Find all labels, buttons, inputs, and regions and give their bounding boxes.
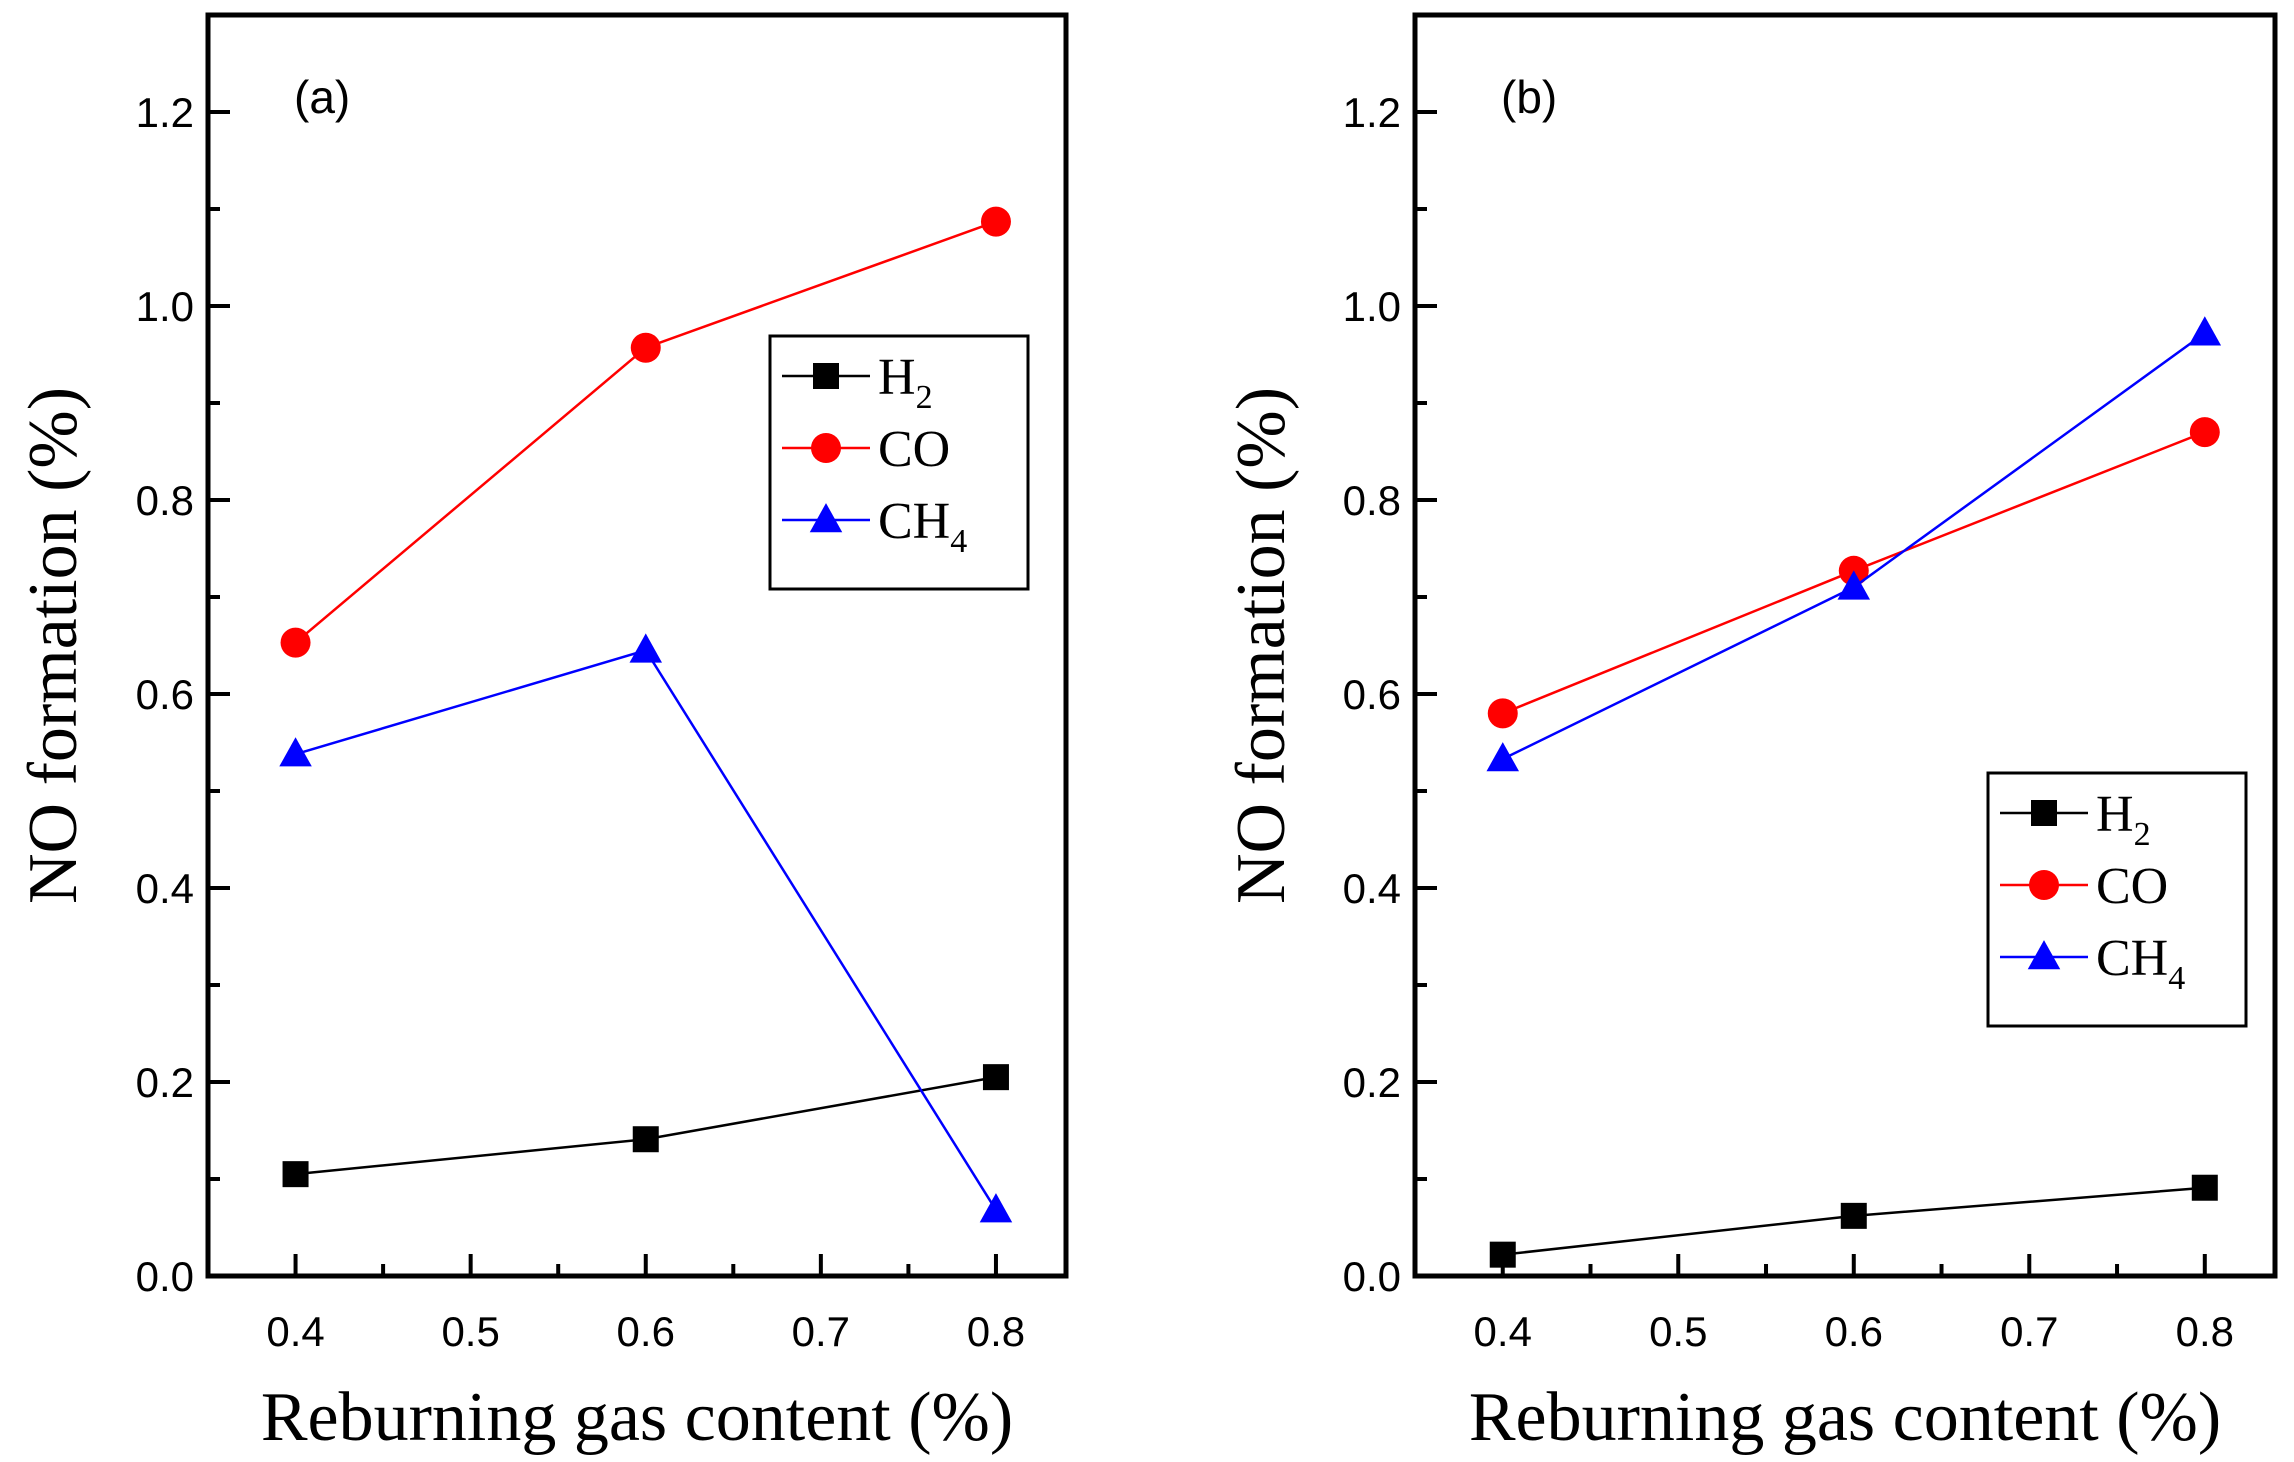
legend-marker-h2: [813, 363, 839, 389]
legend-label-main: CH: [878, 493, 950, 550]
legend-label-h2: H2: [2096, 786, 2151, 853]
legend-marker-co: [2029, 870, 2059, 900]
legend-label-subscript: 4: [950, 523, 967, 560]
data-point-ch4: [979, 1193, 1013, 1223]
legend-label-ch4: CH4: [878, 493, 967, 560]
x-tick-label: 0.6: [1825, 1308, 1883, 1355]
y-tick-label: 1.2: [1343, 89, 1401, 136]
y-tick-label: 0.0: [1343, 1253, 1401, 1300]
legend-marker-ch4: [2027, 940, 2061, 970]
legend-label-main: CO: [878, 421, 950, 478]
y-tick-label: 0.2: [136, 1059, 194, 1106]
legend-label-co: CO: [878, 421, 950, 478]
legend-label-subscript: 4: [2168, 960, 2185, 997]
legend-label-ch4: CH4: [2096, 930, 2185, 997]
series-line-ch4: [295, 648, 998, 1211]
series-line-h2: [295, 1075, 997, 1176]
plot-frame: [205, 12, 1069, 1279]
y-tick-label: 1.0: [136, 283, 194, 330]
data-point-h2: [1489, 1241, 1516, 1268]
x-axis-title: Reburning gas content (%): [261, 1379, 1013, 1456]
plot-frame: [1412, 12, 2278, 1279]
data-point-ch4: [629, 633, 663, 663]
data-point-co: [1487, 698, 1518, 729]
data-point-h2: [632, 1126, 659, 1153]
y-tick-label: 0.0: [136, 1253, 194, 1300]
data-point-ch4: [1837, 570, 1871, 600]
chart-panel-a: 0.4 0.5 0.6 0.7 0.8 0.0 0.2 0.4 0.6 0.8 1.0 1.2 Rebu…: [15, 12, 1069, 1456]
panel-label: (b): [1501, 71, 1557, 123]
chart-panel-b: 0.4 0.5 0.6 0.7 0.8 0.0 0.2 0.4 0.6 0.8 1.0 1.2 Rebu…: [1223, 12, 2278, 1456]
series-co: [280, 206, 1011, 658]
legend-marker-co: [811, 433, 841, 463]
y-tick-label: 0.6: [1343, 671, 1401, 718]
y-tick-label: 0.8: [1343, 477, 1401, 524]
x-tick-label: 0.6: [617, 1308, 675, 1355]
data-point-h2: [2191, 1174, 2218, 1201]
data-point-h2: [282, 1161, 309, 1188]
data-point-co: [630, 332, 661, 363]
y-tick-label: 0.6: [136, 671, 194, 718]
y-axis-title: NO formation (%): [15, 387, 92, 904]
data-point-h2: [982, 1064, 1009, 1091]
legend-marker-ch4: [809, 503, 843, 533]
data-point-ch4: [1486, 742, 1520, 772]
panel-label: (a): [294, 71, 350, 123]
y-tick-label: 1.0: [1343, 283, 1401, 330]
y-tick-label: 0.4: [1343, 865, 1401, 912]
legend-label-main: H: [878, 349, 916, 406]
legend-label-co: CO: [2096, 858, 2168, 915]
x-tick-label: 0.5: [441, 1308, 499, 1355]
x-tick-label: 0.5: [1649, 1308, 1707, 1355]
series-ch4: [1486, 316, 2222, 772]
x-tick-label: 0.7: [792, 1308, 850, 1355]
series-ch4: [279, 633, 1013, 1223]
data-point-ch4: [279, 737, 312, 767]
y-tick-label: 0.4: [136, 865, 194, 912]
legend-label-h2: H2: [878, 349, 933, 416]
legend-label-subscript: 2: [916, 379, 933, 416]
x-tick-label: 0.7: [2000, 1308, 2058, 1355]
x-axis-title: Reburning gas content (%): [1469, 1379, 2221, 1456]
legend-marker-h2: [2031, 800, 2057, 826]
x-tick-label: 0.4: [1474, 1308, 1532, 1355]
series-line-ch4: [1502, 332, 2206, 761]
data-point-co: [280, 627, 311, 658]
x-tick-label: 0.8: [967, 1308, 1025, 1355]
legend-label-main: H: [2096, 786, 2134, 843]
series-h2: [282, 1064, 1009, 1188]
data-point-co: [2189, 417, 2220, 448]
data-point-h2: [1840, 1202, 1867, 1229]
legend-label-main: CH: [2096, 930, 2168, 987]
legend-label-subscript: 2: [2134, 816, 2151, 853]
y-tick-label: 0.2: [1343, 1059, 1401, 1106]
y-axis-title: NO formation (%): [1223, 387, 1300, 904]
x-tick-label: 0.8: [2176, 1308, 2234, 1355]
series-h2: [1489, 1174, 2218, 1268]
y-tick-label: 1.2: [136, 89, 194, 136]
data-point-co: [980, 206, 1011, 237]
x-tick-label: 0.4: [266, 1308, 324, 1355]
data-point-ch4: [2188, 316, 2222, 346]
y-tick-label: 0.8: [136, 477, 194, 524]
legend-label-main: CO: [2096, 858, 2168, 915]
